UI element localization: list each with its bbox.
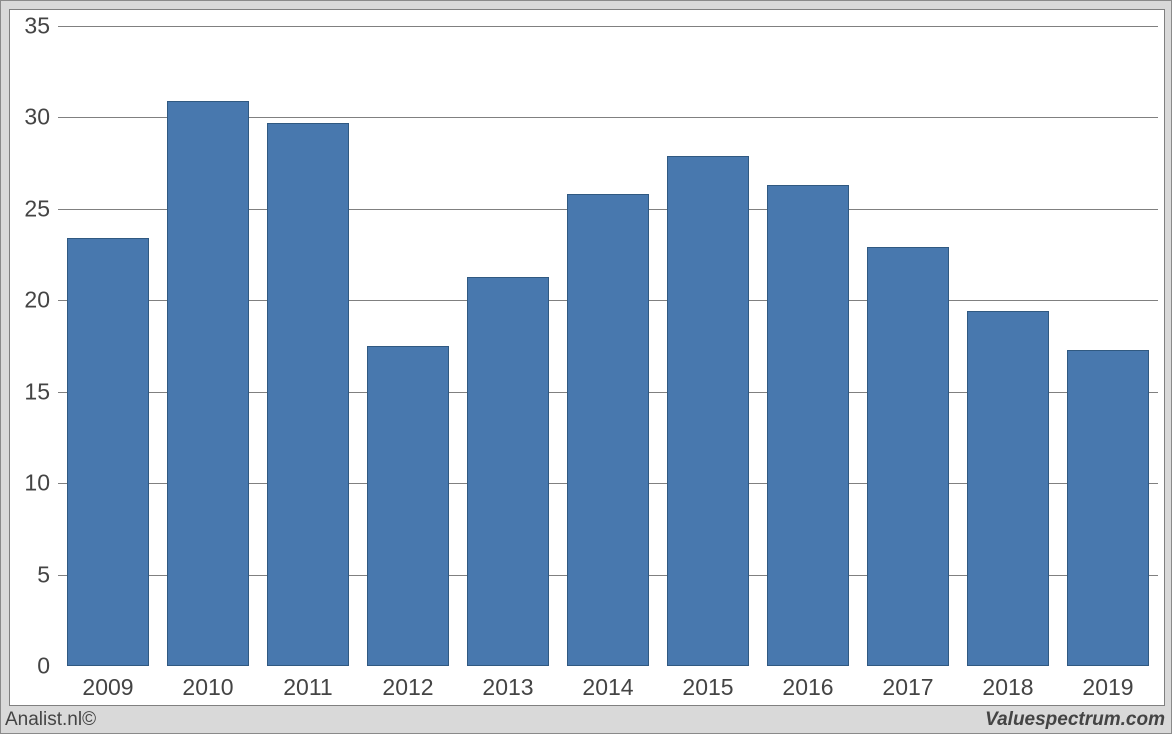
plot-area: 0510152025303520092010201120122013201420… xyxy=(58,26,1158,666)
bar xyxy=(767,185,849,666)
x-axis-label: 2015 xyxy=(682,666,733,701)
x-axis-label: 2017 xyxy=(882,666,933,701)
bar xyxy=(867,247,949,666)
y-axis-label: 10 xyxy=(24,470,58,497)
bar xyxy=(67,238,149,666)
bar xyxy=(667,156,749,666)
bar xyxy=(167,101,249,666)
x-axis-label: 2011 xyxy=(283,666,332,701)
x-axis-label: 2018 xyxy=(982,666,1033,701)
bar xyxy=(467,277,549,666)
y-axis-label: 5 xyxy=(37,561,58,588)
bar xyxy=(1067,350,1149,666)
chart-frame: 0 5 10 15 20 25 30 35 2009 2010 2011 2012 2013 2014 20… xyxy=(0,0,1172,734)
x-axis-label: 2016 xyxy=(782,666,833,701)
gridline xyxy=(58,26,1158,27)
y-axis-label: 0 xyxy=(37,653,58,680)
x-axis-label: 2019 xyxy=(1082,666,1133,701)
bar xyxy=(367,346,449,666)
bar xyxy=(567,194,649,666)
x-axis-label: 2010 xyxy=(182,666,233,701)
y-axis-label: 35 xyxy=(24,13,58,40)
footer-credit-left: Analist.nl© xyxy=(5,709,96,731)
footer-credit-right: Valuespectrum.com xyxy=(985,709,1165,731)
y-axis-label: 25 xyxy=(24,195,58,222)
bar xyxy=(267,123,349,666)
x-axis-label: 2013 xyxy=(482,666,533,701)
y-axis-label: 20 xyxy=(24,287,58,314)
bar xyxy=(967,311,1049,666)
y-axis-label: 30 xyxy=(24,104,58,131)
chart-plot-border: 0 5 10 15 20 25 30 35 2009 2010 2011 2012 2013 2014 20… xyxy=(9,9,1165,706)
y-axis-label: 15 xyxy=(24,378,58,405)
x-axis-label: 2014 xyxy=(582,666,633,701)
x-axis-label: 2009 xyxy=(82,666,133,701)
x-axis-label: 2012 xyxy=(382,666,433,701)
